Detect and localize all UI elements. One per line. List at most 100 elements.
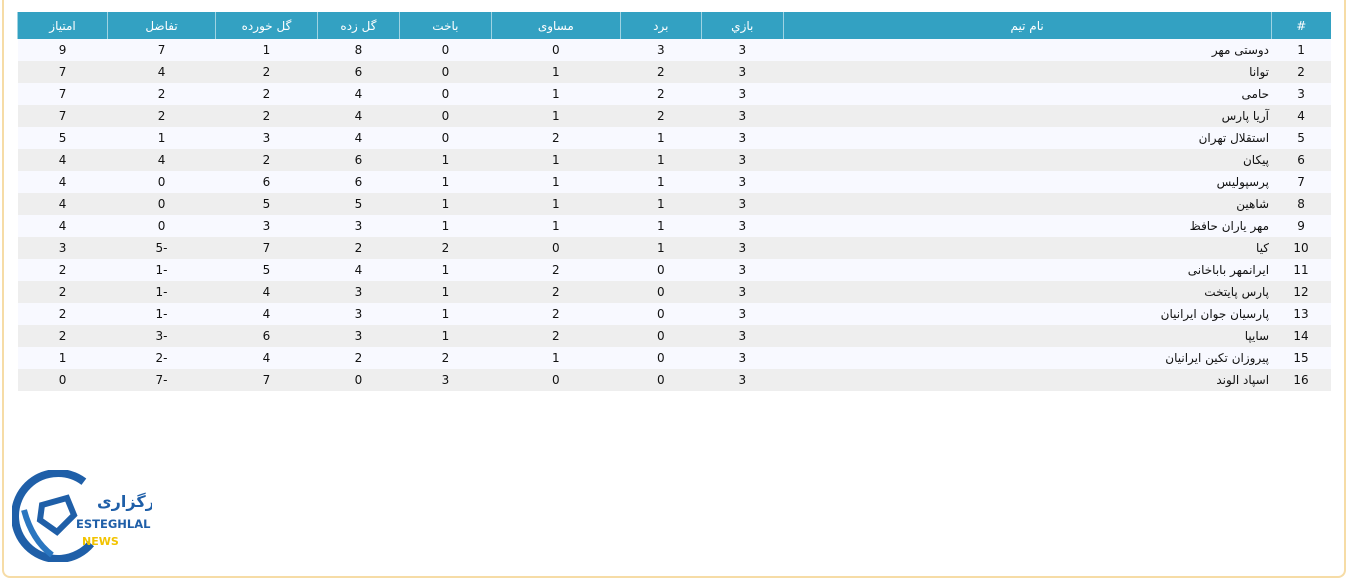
won-cell: 2 bbox=[620, 83, 702, 105]
drawn-cell: 0 bbox=[491, 237, 621, 259]
table-row: 4 آریا پارس 3 2 1 0 4 2 2 7 bbox=[17, 105, 1331, 127]
drawn-cell: 1 bbox=[491, 193, 621, 215]
goals-for-cell: 6 bbox=[317, 171, 400, 193]
goals-for-cell: 5 bbox=[317, 193, 400, 215]
team-name-cell: پیروزان تکین ایرانیان bbox=[783, 347, 1272, 369]
goal-difference-cell: 0 bbox=[107, 193, 216, 215]
drawn-cell: 2 bbox=[491, 127, 621, 149]
team-name-cell: شاهین bbox=[783, 193, 1272, 215]
goals-for-cell: 2 bbox=[317, 347, 400, 369]
column-header: گل زده bbox=[316, 12, 400, 39]
goals-against-cell: 4 bbox=[215, 303, 318, 325]
points-cell: 5 bbox=[17, 127, 108, 149]
won-cell: 2 bbox=[620, 105, 702, 127]
lost-cell: 1 bbox=[399, 259, 492, 281]
won-cell: 0 bbox=[620, 259, 702, 281]
team-name-cell: پرسپولیس bbox=[783, 171, 1272, 193]
table-row: 10 کیا 3 1 0 2 2 7 -5 3 bbox=[17, 237, 1331, 259]
goal-difference-cell: 7 bbox=[107, 39, 216, 61]
goals-against-cell: 7 bbox=[215, 369, 318, 391]
points-cell: 4 bbox=[17, 149, 108, 171]
team-name-cell: پیکان bbox=[783, 149, 1272, 171]
played-cell: 3 bbox=[701, 39, 784, 61]
table-row: 2 توانا 3 2 1 0 6 2 4 7 bbox=[17, 61, 1331, 83]
table-row: 3 حامی 3 2 1 0 4 2 2 7 bbox=[17, 83, 1331, 105]
points-cell: 2 bbox=[17, 303, 108, 325]
rank-cell: 4 bbox=[1271, 105, 1331, 127]
goals-against-cell: 2 bbox=[215, 149, 318, 171]
points-cell: 4 bbox=[17, 193, 108, 215]
table-row: 8 شاهین 3 1 1 1 5 5 0 4 bbox=[17, 193, 1331, 215]
lost-cell: 1 bbox=[399, 215, 492, 237]
rank-cell: 7 bbox=[1271, 171, 1331, 193]
team-name-cell: مهر یاران حافظ bbox=[783, 215, 1272, 237]
lost-cell: 1 bbox=[399, 193, 492, 215]
won-cell: 0 bbox=[620, 325, 702, 347]
drawn-cell: 1 bbox=[491, 347, 621, 369]
played-cell: 3 bbox=[701, 193, 784, 215]
goals-against-cell: 2 bbox=[215, 105, 318, 127]
won-cell: 1 bbox=[620, 215, 702, 237]
goals-for-cell: 4 bbox=[317, 105, 400, 127]
played-cell: 3 bbox=[701, 259, 784, 281]
column-header: تفاضل bbox=[107, 12, 216, 39]
column-header: گل خورده bbox=[215, 12, 318, 39]
team-name-cell: حامی bbox=[783, 83, 1272, 105]
logo-line2: NEWS bbox=[82, 535, 119, 548]
played-cell: 3 bbox=[701, 303, 784, 325]
drawn-cell: 2 bbox=[491, 325, 621, 347]
goal-difference-cell: -2 bbox=[107, 347, 216, 369]
goals-for-cell: 4 bbox=[317, 83, 400, 105]
goal-difference-cell: 0 bbox=[107, 215, 216, 237]
drawn-cell: 2 bbox=[491, 259, 621, 281]
played-cell: 3 bbox=[701, 369, 784, 391]
rank-cell: 12 bbox=[1271, 281, 1331, 303]
team-name-cell: کیا bbox=[783, 237, 1272, 259]
lost-cell: 3 bbox=[399, 369, 492, 391]
lost-cell: 0 bbox=[399, 127, 492, 149]
logo-persian-text: خبرگزاری bbox=[97, 492, 152, 511]
played-cell: 3 bbox=[701, 149, 784, 171]
rank-cell: 9 bbox=[1271, 215, 1331, 237]
rank-cell: 13 bbox=[1271, 303, 1331, 325]
rank-cell: 8 bbox=[1271, 193, 1331, 215]
points-cell: 2 bbox=[17, 281, 108, 303]
lost-cell: 0 bbox=[399, 83, 492, 105]
goals-against-cell: 2 bbox=[215, 83, 318, 105]
drawn-cell: 1 bbox=[491, 149, 621, 171]
rank-cell: 10 bbox=[1271, 237, 1331, 259]
rank-cell: 1 bbox=[1271, 39, 1331, 61]
points-cell: 4 bbox=[17, 215, 108, 237]
rank-cell: 6 bbox=[1271, 149, 1331, 171]
points-cell: 9 bbox=[17, 39, 108, 61]
table-row: 5 استقلال تهران 3 1 2 0 4 3 1 5 bbox=[17, 127, 1331, 149]
goal-difference-cell: 0 bbox=[107, 171, 216, 193]
goals-against-cell: 3 bbox=[215, 127, 318, 149]
goal-difference-cell: 4 bbox=[107, 149, 216, 171]
played-cell: 3 bbox=[701, 105, 784, 127]
goals-against-cell: 6 bbox=[215, 171, 318, 193]
goals-against-cell: 2 bbox=[215, 61, 318, 83]
goal-difference-cell: -5 bbox=[107, 237, 216, 259]
goals-against-cell: 4 bbox=[215, 281, 318, 303]
points-cell: 3 bbox=[17, 237, 108, 259]
won-cell: 3 bbox=[620, 39, 702, 61]
won-cell: 0 bbox=[620, 369, 702, 391]
played-cell: 3 bbox=[701, 325, 784, 347]
points-cell: 7 bbox=[17, 105, 108, 127]
rank-cell: 2 bbox=[1271, 61, 1331, 83]
team-name-cell: پارسیان جوان ایرانیان bbox=[783, 303, 1272, 325]
goals-against-cell: 5 bbox=[215, 193, 318, 215]
won-cell: 0 bbox=[620, 303, 702, 325]
played-cell: 3 bbox=[701, 215, 784, 237]
team-name-cell: سایپا bbox=[783, 325, 1272, 347]
lost-cell: 2 bbox=[399, 237, 492, 259]
team-name-cell: توانا bbox=[783, 61, 1272, 83]
won-cell: 1 bbox=[620, 127, 702, 149]
won-cell: 0 bbox=[620, 347, 702, 369]
rank-cell: 5 bbox=[1271, 127, 1331, 149]
goal-difference-cell: -1 bbox=[107, 281, 216, 303]
column-header: بازي bbox=[700, 12, 784, 39]
table-row: 6 پیکان 3 1 1 1 6 2 4 4 bbox=[17, 149, 1331, 171]
